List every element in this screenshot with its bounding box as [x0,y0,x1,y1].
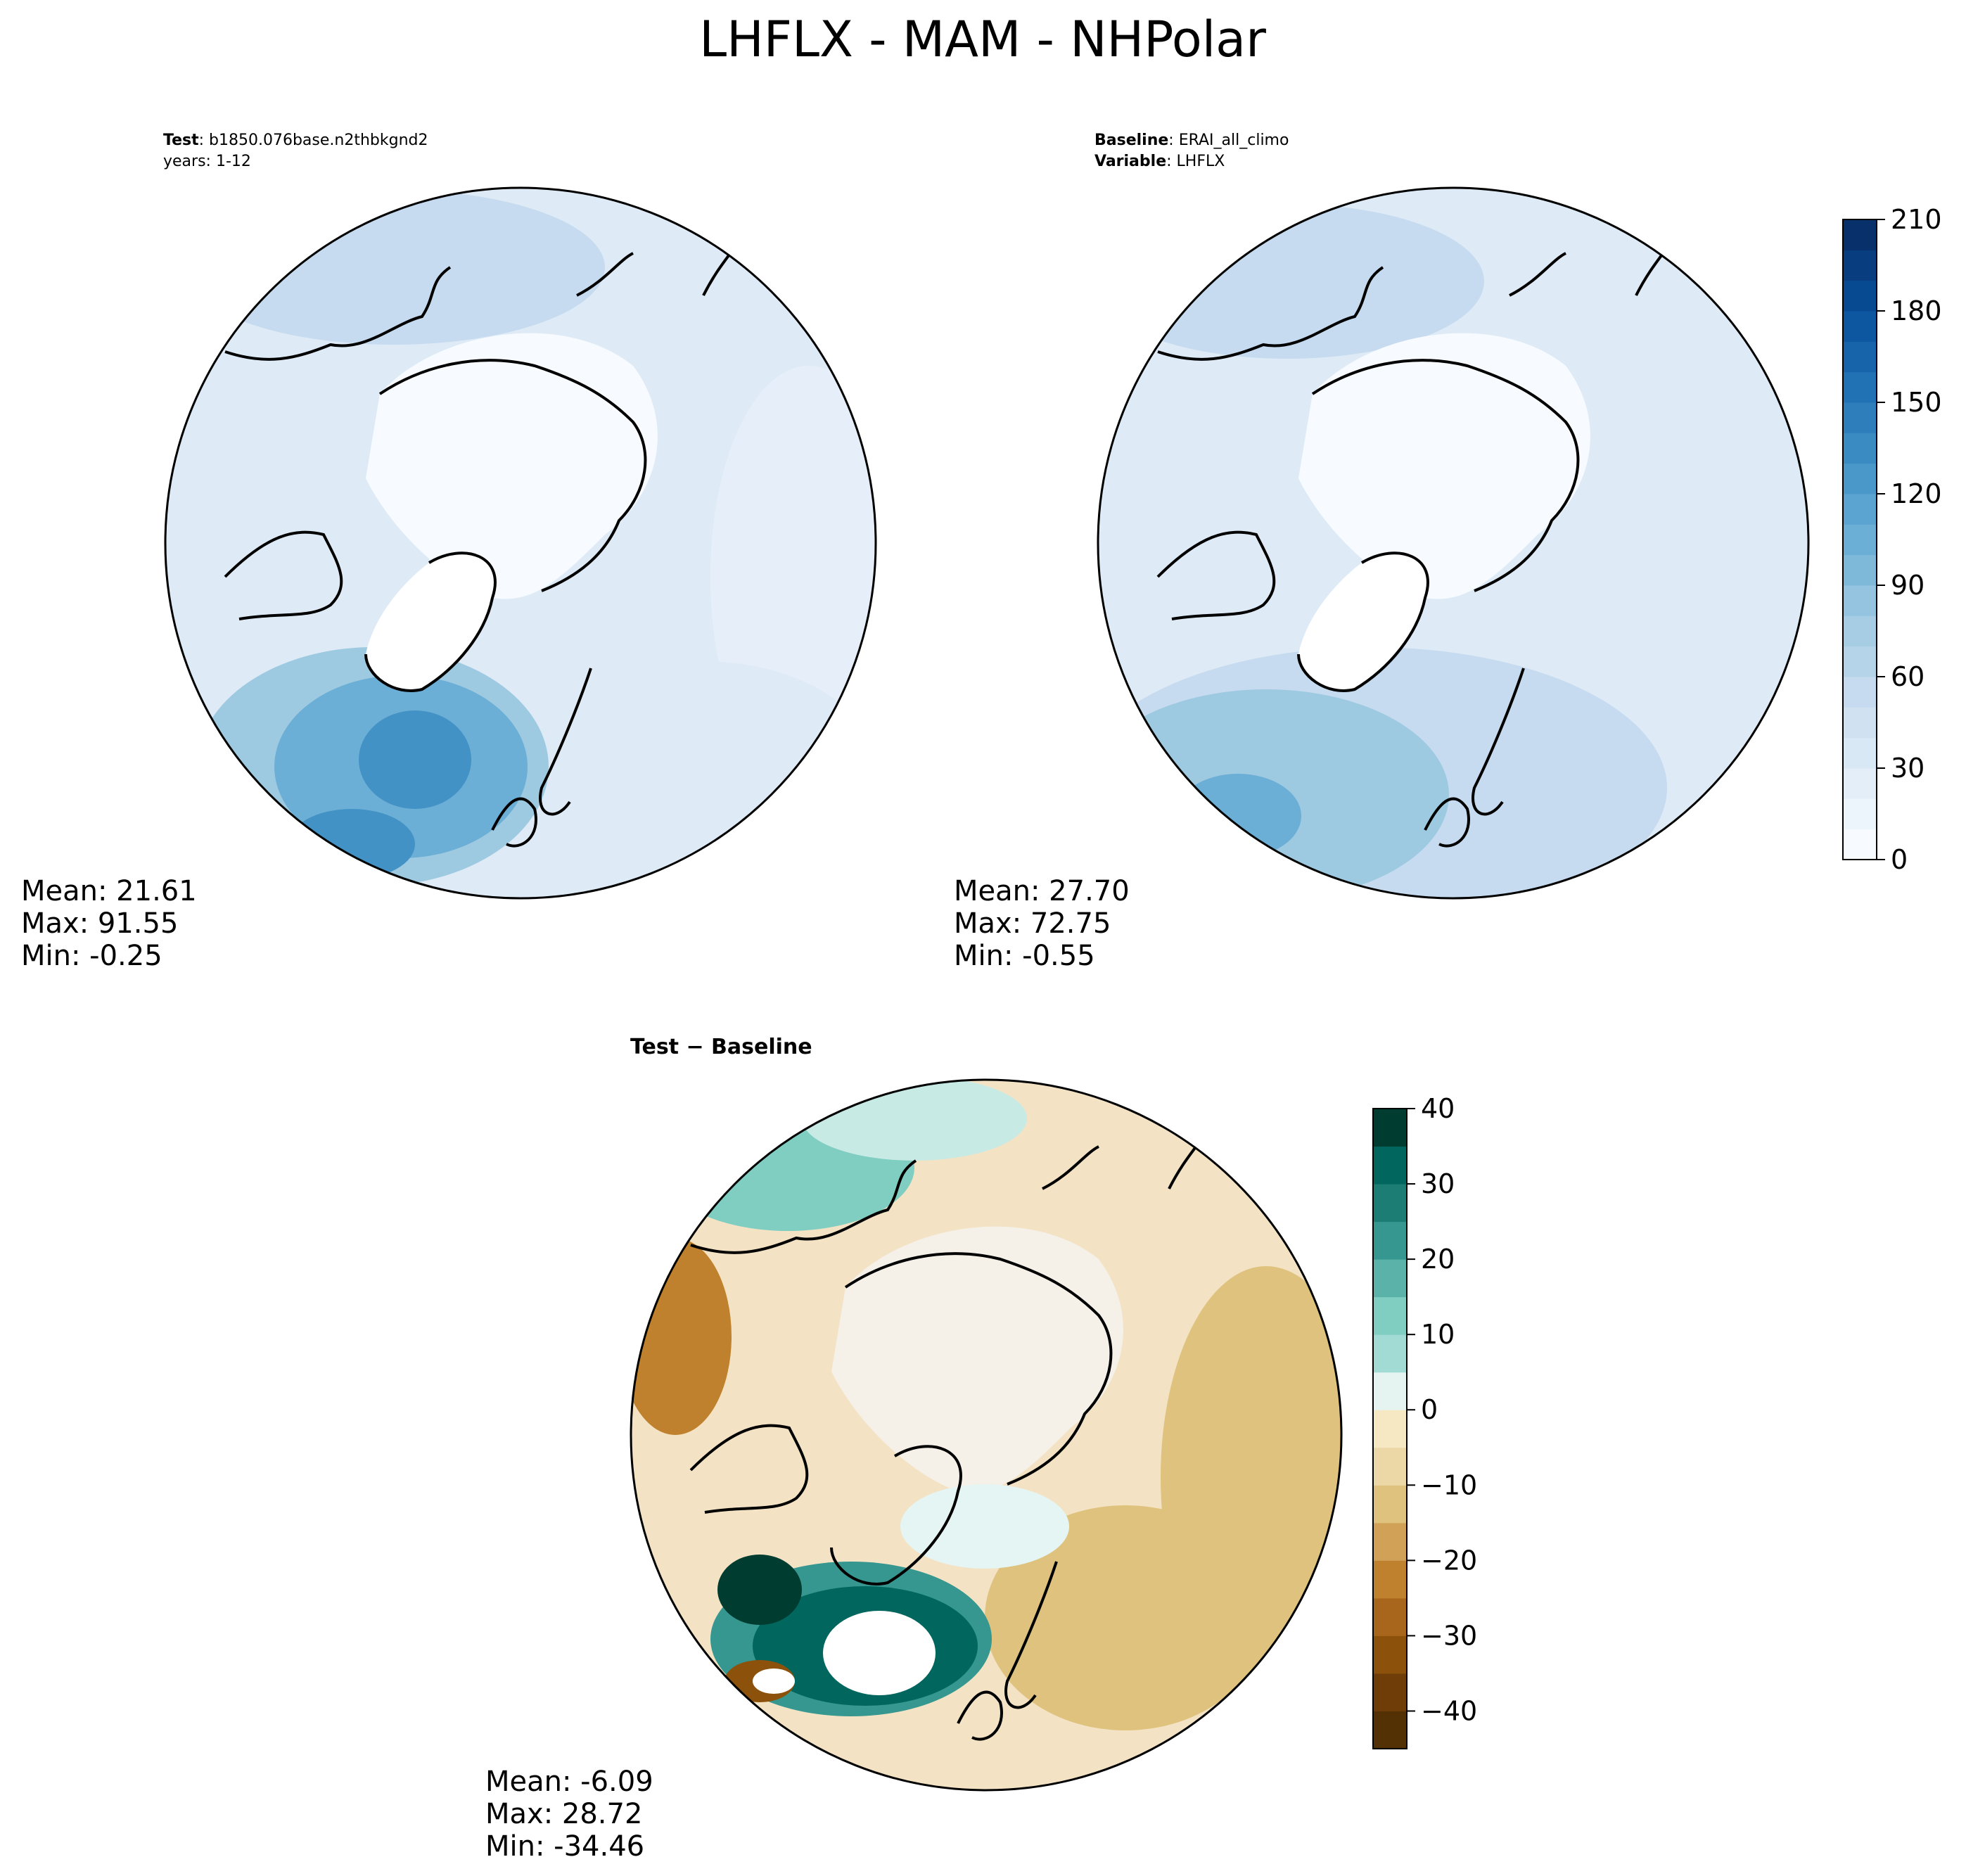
colorbar-field-band [1843,798,1877,830]
colorbar-difference-band [1373,1711,1407,1749]
colorbar-field-band [1843,311,1877,342]
colorbar-difference-band [1373,1635,1407,1674]
panel-baseline-stat-max: Max: 72.75 [954,907,1111,940]
colorbar-field: 0 30 60 90 120 150 180 210 [1842,204,1942,875]
colorbar-difference-tick-label: −20 [1421,1545,1477,1576]
colorbar-difference-tick-label: 40 [1421,1093,1455,1124]
colorbar-field-band [1843,433,1877,464]
colorbar-field-band [1843,280,1877,312]
colorbar-field-band [1843,707,1877,739]
colorbar-difference-tick-label: 10 [1421,1319,1455,1350]
panel-difference-stat-max: Max: 28.72 [485,1798,642,1830]
colorbar-difference-band [1373,1372,1407,1410]
colorbar-difference-band [1373,1485,1407,1524]
colorbar-difference-band [1373,1560,1407,1599]
colorbar-field-band [1843,524,1877,556]
colorbar-difference-band [1373,1109,1407,1147]
panel-test-header-2: years: 1-12 [163,153,251,170]
colorbar-difference-band [1373,1447,1407,1486]
colorbar-field-band [1843,402,1877,433]
colorbar-difference-band [1373,1522,1407,1561]
colorbar-field-band [1843,585,1877,616]
colorbar-field-band [1843,615,1877,647]
colorbar-difference-tick-label: 30 [1421,1168,1455,1199]
panel-difference-stat-mean: Mean: -6.09 [485,1766,653,1798]
colorbar-field-band [1843,341,1877,373]
colorbar-difference-band [1373,1597,1407,1636]
map-difference [631,1080,1341,1790]
colorbar-field-band [1843,219,1877,250]
panel-test-stat-mean: Mean: 21.61 [21,875,197,907]
colorbar-difference-band [1373,1259,1407,1298]
colorbar-field-tick-label: 30 [1891,753,1924,784]
colorbar-field-band [1843,250,1877,281]
colorbar-difference-band [1373,1221,1407,1260]
panel-test-stat-max: Max: 91.55 [21,907,178,940]
map-test [165,188,876,898]
map-baseline [1098,188,1808,898]
panel-baseline-header-1: Baseline: ERAI_all_climo [1094,132,1289,149]
colorbar-difference-band [1373,1296,1407,1335]
colorbar-field-tick-label: 90 [1891,570,1924,601]
panel-baseline-stat-min: Min: -0.55 [954,940,1095,972]
panel-test-stat-min: Min: -0.25 [21,940,162,972]
panel-baseline: Baseline: ERAI_all_climo Variable: LHFLX [954,132,1810,972]
colorbar-difference-tick-label: 0 [1421,1394,1438,1425]
colorbar-field-tick-label: 180 [1891,295,1942,326]
panel-difference-header: Test − Baseline [630,1035,812,1059]
figure-title: LHFLX - MAM - NHPolar [699,11,1266,68]
colorbar-difference-band [1373,1673,1407,1711]
colorbar-difference-band [1373,1146,1407,1185]
colorbar-field-tick-label: 0 [1891,844,1908,875]
colorbar-field-tick-label: 150 [1891,387,1942,418]
colorbar-field-band [1843,371,1877,403]
colorbar-field-band [1843,768,1877,799]
colorbar-field-band [1843,554,1877,586]
colorbar-difference-tick-label: −40 [1421,1695,1477,1726]
panel-test: Test: b1850.076base.n2thbkgnd2 years: 1-… [21,132,877,972]
colorbar-field-tick-label: 120 [1891,478,1942,509]
panel-difference-stat-min: Min: -34.46 [485,1830,644,1863]
colorbar-field-band [1843,737,1877,769]
colorbar-field-band [1843,829,1877,860]
panel-baseline-header-2: Variable: LHFLX [1094,153,1225,170]
panel-test-header-1: Test: b1850.076base.n2thbkgnd2 [163,132,428,149]
colorbar-difference: −40 −30 −20 −10 0 10 20 30 40 [1372,1093,1477,1749]
panel-baseline-stat-mean: Mean: 27.70 [954,875,1130,907]
colorbar-field-tick-label: 60 [1891,661,1924,692]
colorbar-field-band [1843,494,1877,525]
colorbar-difference-tick-label: 20 [1421,1244,1455,1275]
panel-difference: Test − Baseline [485,1035,1343,1863]
colorbar-field-band [1843,463,1877,494]
colorbar-difference-tick-label: −10 [1421,1469,1477,1500]
colorbar-difference-band [1373,1184,1407,1223]
colorbar-field-band [1843,677,1877,708]
colorbar-difference-band [1373,1334,1407,1373]
colorbar-difference-band [1373,1410,1407,1448]
colorbar-field-tick-label: 210 [1891,204,1942,235]
colorbar-field-band [1843,646,1877,677]
colorbar-difference-tick-label: −30 [1421,1620,1477,1651]
